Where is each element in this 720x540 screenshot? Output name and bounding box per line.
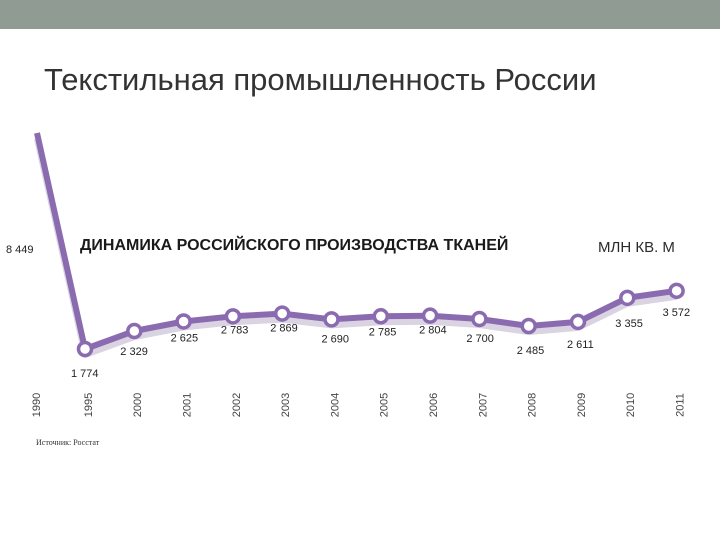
data-label-2010: 3 355 bbox=[615, 318, 643, 330]
x-tick-2002: 2002 bbox=[231, 393, 243, 417]
data-label-2001: 2 625 bbox=[171, 332, 199, 344]
x-tick-2011: 2011 bbox=[675, 393, 687, 417]
data-label-2000: 2 329 bbox=[120, 346, 148, 358]
data-label-1995: 1 774 bbox=[71, 368, 99, 380]
data-point-2007 bbox=[471, 310, 488, 328]
data-point-2008 bbox=[520, 317, 537, 335]
data-point-2002 bbox=[224, 308, 242, 325]
x-ticks-group: 1990 1995 2000 2001 2002 2003 2004 2005 2006 2007… bbox=[31, 393, 687, 417]
data-labels-group: 8 449 1 774 2 329 2 625 2 783 2 869 2 690 2 785… bbox=[6, 244, 690, 380]
x-tick-2007: 2007 bbox=[477, 393, 489, 417]
data-label-2011: 3 572 bbox=[663, 307, 691, 319]
x-tick-2009: 2009 bbox=[576, 393, 588, 417]
x-tick-2006: 2006 bbox=[428, 393, 440, 417]
data-point-2005 bbox=[372, 308, 390, 325]
data-label-2005: 2 785 bbox=[369, 326, 397, 338]
header-bar bbox=[0, 0, 720, 29]
data-label-2007: 2 700 bbox=[466, 333, 494, 345]
data-point-2009 bbox=[569, 313, 587, 331]
chart-unit-label: МЛН КВ. М bbox=[598, 239, 675, 256]
data-point-2004 bbox=[323, 311, 340, 328]
slide-title: Текстильная промышленность России bbox=[44, 62, 597, 97]
data-point-2003 bbox=[273, 305, 291, 322]
x-tick-1990: 1990 bbox=[31, 393, 43, 417]
data-point-2010 bbox=[619, 289, 636, 307]
x-tick-2004: 2004 bbox=[329, 393, 341, 417]
source-note: Источник: Росстат bbox=[36, 438, 100, 447]
data-label-2008: 2 485 bbox=[517, 345, 545, 357]
x-tick-2001: 2001 bbox=[182, 393, 194, 417]
data-label-1990: 8 449 bbox=[6, 244, 34, 256]
data-label-2002: 2 783 bbox=[221, 324, 249, 336]
chart-title: ДИНАМИКА РОССИЙСКОГО ПРОИЗВОДСТВА ТКАНЕЙ bbox=[80, 237, 509, 254]
data-point-2011 bbox=[668, 282, 685, 300]
series-shadow-line bbox=[34, 138, 678, 358]
x-tick-2010: 2010 bbox=[625, 393, 637, 417]
x-tick-2005: 2005 bbox=[379, 393, 391, 417]
x-tick-1995: 1995 bbox=[83, 393, 95, 417]
data-point-2001 bbox=[175, 313, 192, 330]
data-point-1995 bbox=[76, 340, 94, 358]
data-point-2000 bbox=[126, 322, 143, 340]
data-point-2006 bbox=[421, 307, 439, 324]
line-shadow-group bbox=[34, 138, 678, 358]
data-label-2006: 2 804 bbox=[419, 325, 447, 337]
data-label-2004: 2 690 bbox=[322, 333, 350, 345]
x-tick-2000: 2000 bbox=[132, 393, 144, 417]
x-tick-2008: 2008 bbox=[527, 393, 539, 417]
x-tick-2003: 2003 bbox=[280, 393, 292, 417]
data-label-2009: 2 611 bbox=[567, 339, 594, 351]
points-group bbox=[76, 282, 685, 358]
data-label-2003: 2 869 bbox=[270, 323, 298, 335]
